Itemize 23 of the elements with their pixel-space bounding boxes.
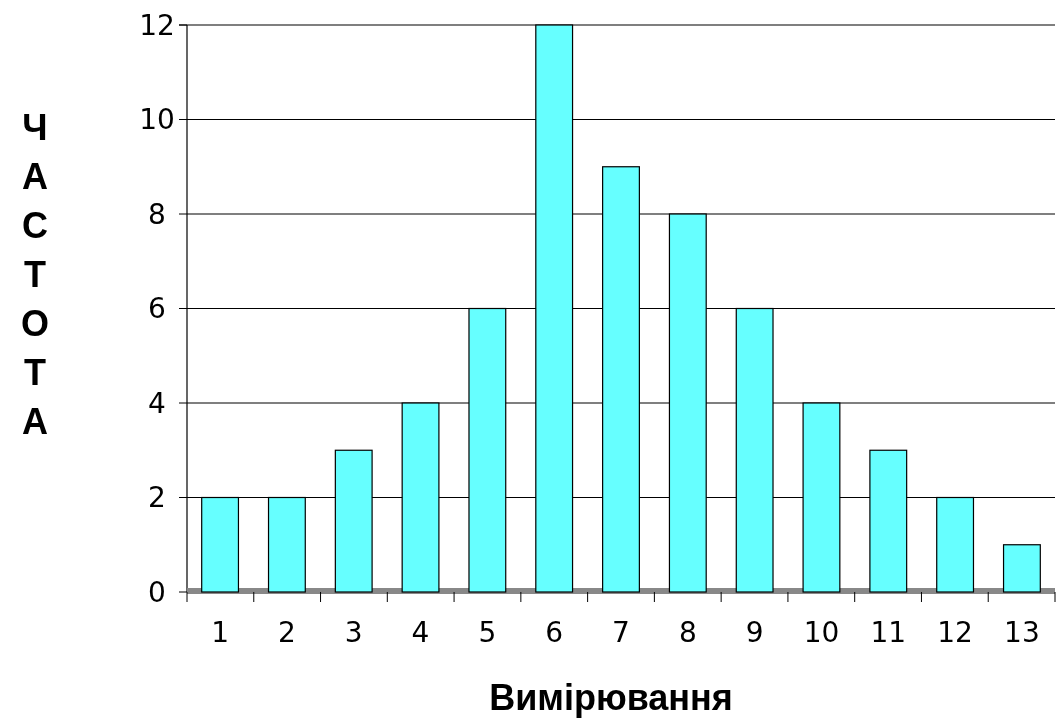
y-tick-label: 12	[139, 8, 175, 42]
x-tick-label: 8	[678, 616, 697, 649]
x-tick-label: 2	[277, 616, 296, 649]
x-tick-label: 4	[411, 616, 430, 649]
x-axis-title: Вимірювання	[489, 677, 733, 718]
y-tick-label: 0	[148, 575, 166, 609]
y-tick-label: 6	[148, 292, 166, 326]
x-tick-label: 12	[937, 616, 973, 649]
bar	[1002, 544, 1041, 593]
y-tick-label: 2	[148, 481, 166, 515]
y-tick-label: 10	[139, 103, 175, 137]
y-tick-label: 4	[148, 386, 166, 420]
x-tick-label: 7	[612, 616, 630, 649]
y-axis-title: ЧАСТОТА	[20, 107, 50, 442]
x-tick-label: 10	[803, 616, 840, 649]
x-tick-label: 1	[211, 616, 229, 649]
x-tick-label: 5	[478, 616, 497, 649]
x-tick-label: 9	[745, 616, 764, 649]
x-tick-label: 6	[545, 616, 564, 649]
x-tick-label: 3	[344, 616, 363, 649]
y-tick-label: 8	[148, 197, 166, 231]
x-tick-label: 13	[1004, 616, 1040, 649]
x-tick-label: 11	[870, 616, 907, 649]
